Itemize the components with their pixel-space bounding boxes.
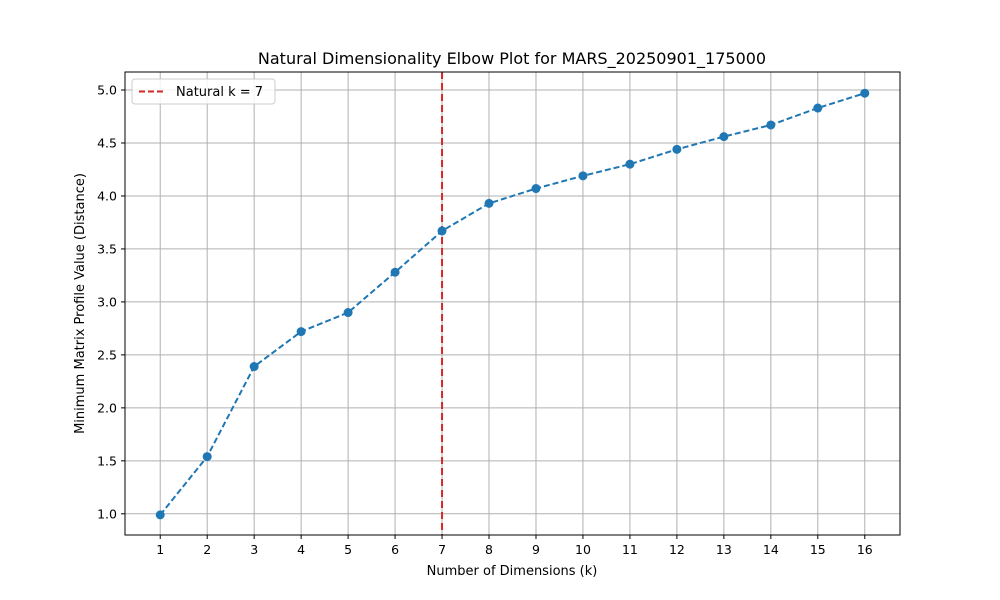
y-tick-label: 4.0 <box>97 188 117 203</box>
legend: Natural k = 7 <box>131 78 276 105</box>
data-point <box>484 198 494 208</box>
data-point <box>296 327 306 337</box>
y-tick-label: 2.0 <box>97 400 117 415</box>
x-tick-label: 15 <box>810 542 826 557</box>
data-point <box>719 132 729 142</box>
data-point <box>813 103 823 113</box>
y-axis-ticks: 1.0 1.5 2.0 2.5 3.0 3.5 4.0 4.5 5.0 <box>97 83 125 521</box>
chart-title: Natural Dimensionality Elbow Plot for MA… <box>258 49 766 69</box>
data-point <box>437 226 447 236</box>
y-tick-label: 1.5 <box>97 453 117 468</box>
x-tick-label: 5 <box>344 542 352 557</box>
data-point <box>766 120 776 130</box>
data-point <box>578 171 588 181</box>
legend-label-natural-k: Natural k = 7 <box>176 85 263 100</box>
x-tick-label: 1 <box>156 542 164 557</box>
x-tick-label: 9 <box>532 542 540 557</box>
y-tick-label: 5.0 <box>97 83 117 98</box>
x-tick-label: 6 <box>391 542 399 557</box>
data-point <box>390 267 400 277</box>
x-tick-label: 14 <box>763 542 779 557</box>
plot-frame <box>124 71 901 536</box>
x-tick-label: 7 <box>438 542 446 557</box>
data-point <box>155 510 165 520</box>
y-tick-label: 4.5 <box>97 135 117 150</box>
x-tick-label: 8 <box>485 542 493 557</box>
data-point <box>860 88 870 98</box>
series <box>155 88 870 520</box>
x-axis-label: Number of Dimensions (k) <box>427 564 598 579</box>
x-axis-ticks: 1 2 3 4 5 6 7 8 9 10 11 12 13 14 15 16 <box>156 535 873 557</box>
legend-box <box>131 78 276 105</box>
data-point <box>625 159 635 169</box>
data-point <box>249 362 259 372</box>
x-tick-label: 11 <box>622 542 638 557</box>
series-line <box>159 92 866 516</box>
y-axis-label: Minimum Matrix Profile Value (Distance) <box>73 173 88 434</box>
x-tick-label: 16 <box>857 542 873 557</box>
x-tick-label: 13 <box>716 542 732 557</box>
grid <box>125 72 900 535</box>
data-point <box>672 144 682 154</box>
x-tick-label: 2 <box>203 542 211 557</box>
x-tick-label: 12 <box>669 542 685 557</box>
data-point <box>531 184 541 194</box>
y-tick-label: 2.5 <box>97 347 117 362</box>
x-tick-label: 4 <box>297 542 305 557</box>
data-point <box>202 452 212 462</box>
y-tick-label: 1.0 <box>97 506 117 521</box>
x-tick-label: 10 <box>575 542 591 557</box>
x-tick-label: 3 <box>250 542 258 557</box>
data-point <box>343 308 353 318</box>
y-tick-label: 3.0 <box>97 294 117 309</box>
y-tick-label: 3.5 <box>97 241 117 256</box>
